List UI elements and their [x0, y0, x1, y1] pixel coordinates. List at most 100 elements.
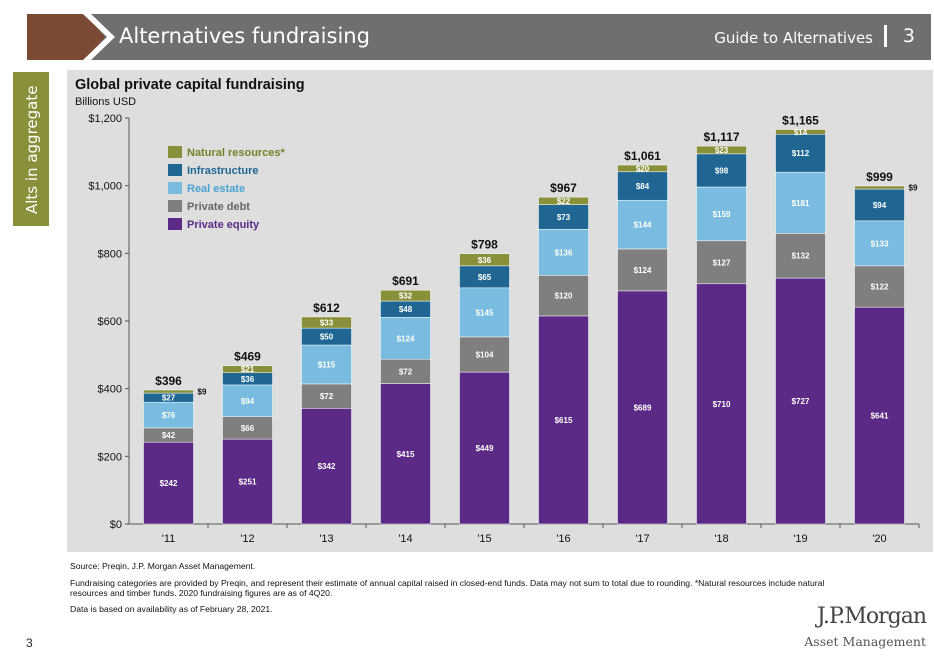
jpmorgan-logo-subtitle: Asset Management — [804, 634, 926, 649]
bar-segment — [775, 277, 826, 525]
total-label: $1,061 — [624, 149, 661, 163]
bar-segment — [696, 283, 747, 525]
bar-segment — [459, 371, 510, 525]
y-tick-label: $800 — [98, 248, 122, 260]
data-label: $115 — [318, 360, 336, 369]
bar-segment — [854, 220, 905, 267]
bar-segment — [459, 253, 510, 267]
data-label: $84 — [636, 182, 650, 191]
data-label: $132 — [792, 252, 810, 261]
data-label: $9 — [909, 184, 918, 193]
banner-page-number: 3 — [902, 25, 915, 47]
data-label: $98 — [715, 166, 729, 175]
bar-segment — [143, 401, 194, 429]
data-label: $159 — [713, 210, 731, 219]
legend-swatch — [168, 164, 182, 176]
data-label: $72 — [399, 367, 413, 376]
bar-segment — [775, 233, 826, 279]
bar-segment — [617, 164, 668, 173]
data-label: $32 — [399, 292, 413, 301]
bar-segment — [617, 199, 668, 250]
chart-bars: $242$42$76$27$9$396$251$66$94$36$21$469$… — [143, 114, 918, 525]
bar-segment — [538, 196, 589, 205]
data-label: $94 — [873, 201, 887, 210]
guide-title: Guide to Alternatives — [714, 29, 873, 47]
bar-segment — [854, 306, 905, 525]
chart-title: Global private capital fundraising — [75, 77, 305, 93]
data-label: $23 — [715, 146, 729, 155]
data-label: $76 — [162, 411, 176, 420]
bar-segment — [775, 171, 826, 234]
side-tab-label: Alts in aggregate — [23, 85, 41, 215]
total-label: $1,117 — [703, 130, 739, 144]
jpmorgan-logo: J.P.Morgan — [816, 604, 927, 629]
section-title: Alternatives fundraising — [119, 24, 370, 48]
x-tick-label: '12 — [240, 533, 254, 545]
chart-subtitle: Billions USD — [75, 96, 136, 108]
total-label: $469 — [234, 350, 261, 364]
bar-segment — [143, 389, 194, 394]
data-label: $20 — [636, 164, 650, 173]
x-tick-label: '11 — [162, 533, 176, 545]
data-label: $27 — [162, 394, 176, 403]
data-label: $21 — [241, 365, 255, 374]
bar-segment — [538, 315, 589, 525]
total-label: $798 — [471, 238, 498, 252]
bar-segment — [222, 365, 273, 374]
data-label: $145 — [476, 308, 494, 317]
bar-segment — [459, 287, 510, 338]
total-label: $1,165 — [782, 114, 819, 128]
total-label: $396 — [155, 374, 182, 388]
bar-segment — [696, 240, 747, 285]
data-label: $342 — [318, 462, 336, 471]
x-tick-label: '15 — [477, 533, 491, 545]
bar-segment — [301, 316, 352, 329]
data-label: $133 — [871, 239, 889, 248]
total-label: $967 — [550, 181, 577, 195]
bar-segment — [459, 336, 510, 373]
data-label: $181 — [792, 199, 810, 208]
data-label: $120 — [555, 292, 573, 301]
data-date-note: Data is based on availability as of Febr… — [70, 604, 273, 614]
bar-segment — [143, 441, 194, 525]
legend-label: Natural resources* — [187, 147, 286, 159]
legend-label: Private equity — [187, 219, 260, 231]
legend-label: Real estate — [187, 183, 245, 195]
stacked-bar-chart: Global private capital fundraising Billi… — [75, 77, 920, 545]
y-tick-label: $1,200 — [88, 113, 122, 125]
bar-segment — [854, 265, 905, 308]
y-tick-label: $0 — [110, 519, 122, 531]
data-label: $50 — [320, 333, 334, 342]
header-banner: Alternatives fundraising Guide to Altern… — [27, 14, 931, 60]
data-label: $33 — [320, 319, 334, 328]
bar-segment — [538, 275, 589, 317]
bar-segment — [538, 204, 589, 230]
data-label: $415 — [397, 450, 415, 459]
bar-segment — [380, 289, 431, 302]
x-tick-label: '19 — [793, 533, 807, 545]
side-tab — [13, 72, 49, 226]
data-label: $615 — [555, 416, 573, 425]
methodology-note: Fundraising categories are provided by P… — [70, 578, 825, 598]
data-label: $66 — [241, 424, 255, 433]
bar-segment — [854, 188, 905, 222]
bar-segment — [301, 383, 352, 409]
total-label: $999 — [866, 170, 893, 184]
y-tick-label: $1,000 — [88, 181, 122, 193]
bar-segment — [380, 383, 431, 525]
data-label: $73 — [557, 213, 571, 222]
y-tick-label: $400 — [98, 384, 122, 396]
data-label: $22 — [557, 197, 571, 206]
legend-swatch — [168, 200, 182, 212]
data-label: $36 — [241, 375, 255, 384]
data-label: $124 — [397, 334, 415, 343]
data-label: $48 — [399, 305, 413, 314]
bar-segment — [538, 229, 589, 276]
banner-divider — [884, 25, 887, 47]
data-label: $72 — [320, 392, 334, 401]
total-label: $612 — [313, 301, 340, 315]
data-label: $65 — [478, 273, 492, 282]
data-label: $136 — [555, 248, 573, 257]
data-label: $449 — [476, 444, 494, 453]
data-label: $242 — [160, 479, 178, 488]
